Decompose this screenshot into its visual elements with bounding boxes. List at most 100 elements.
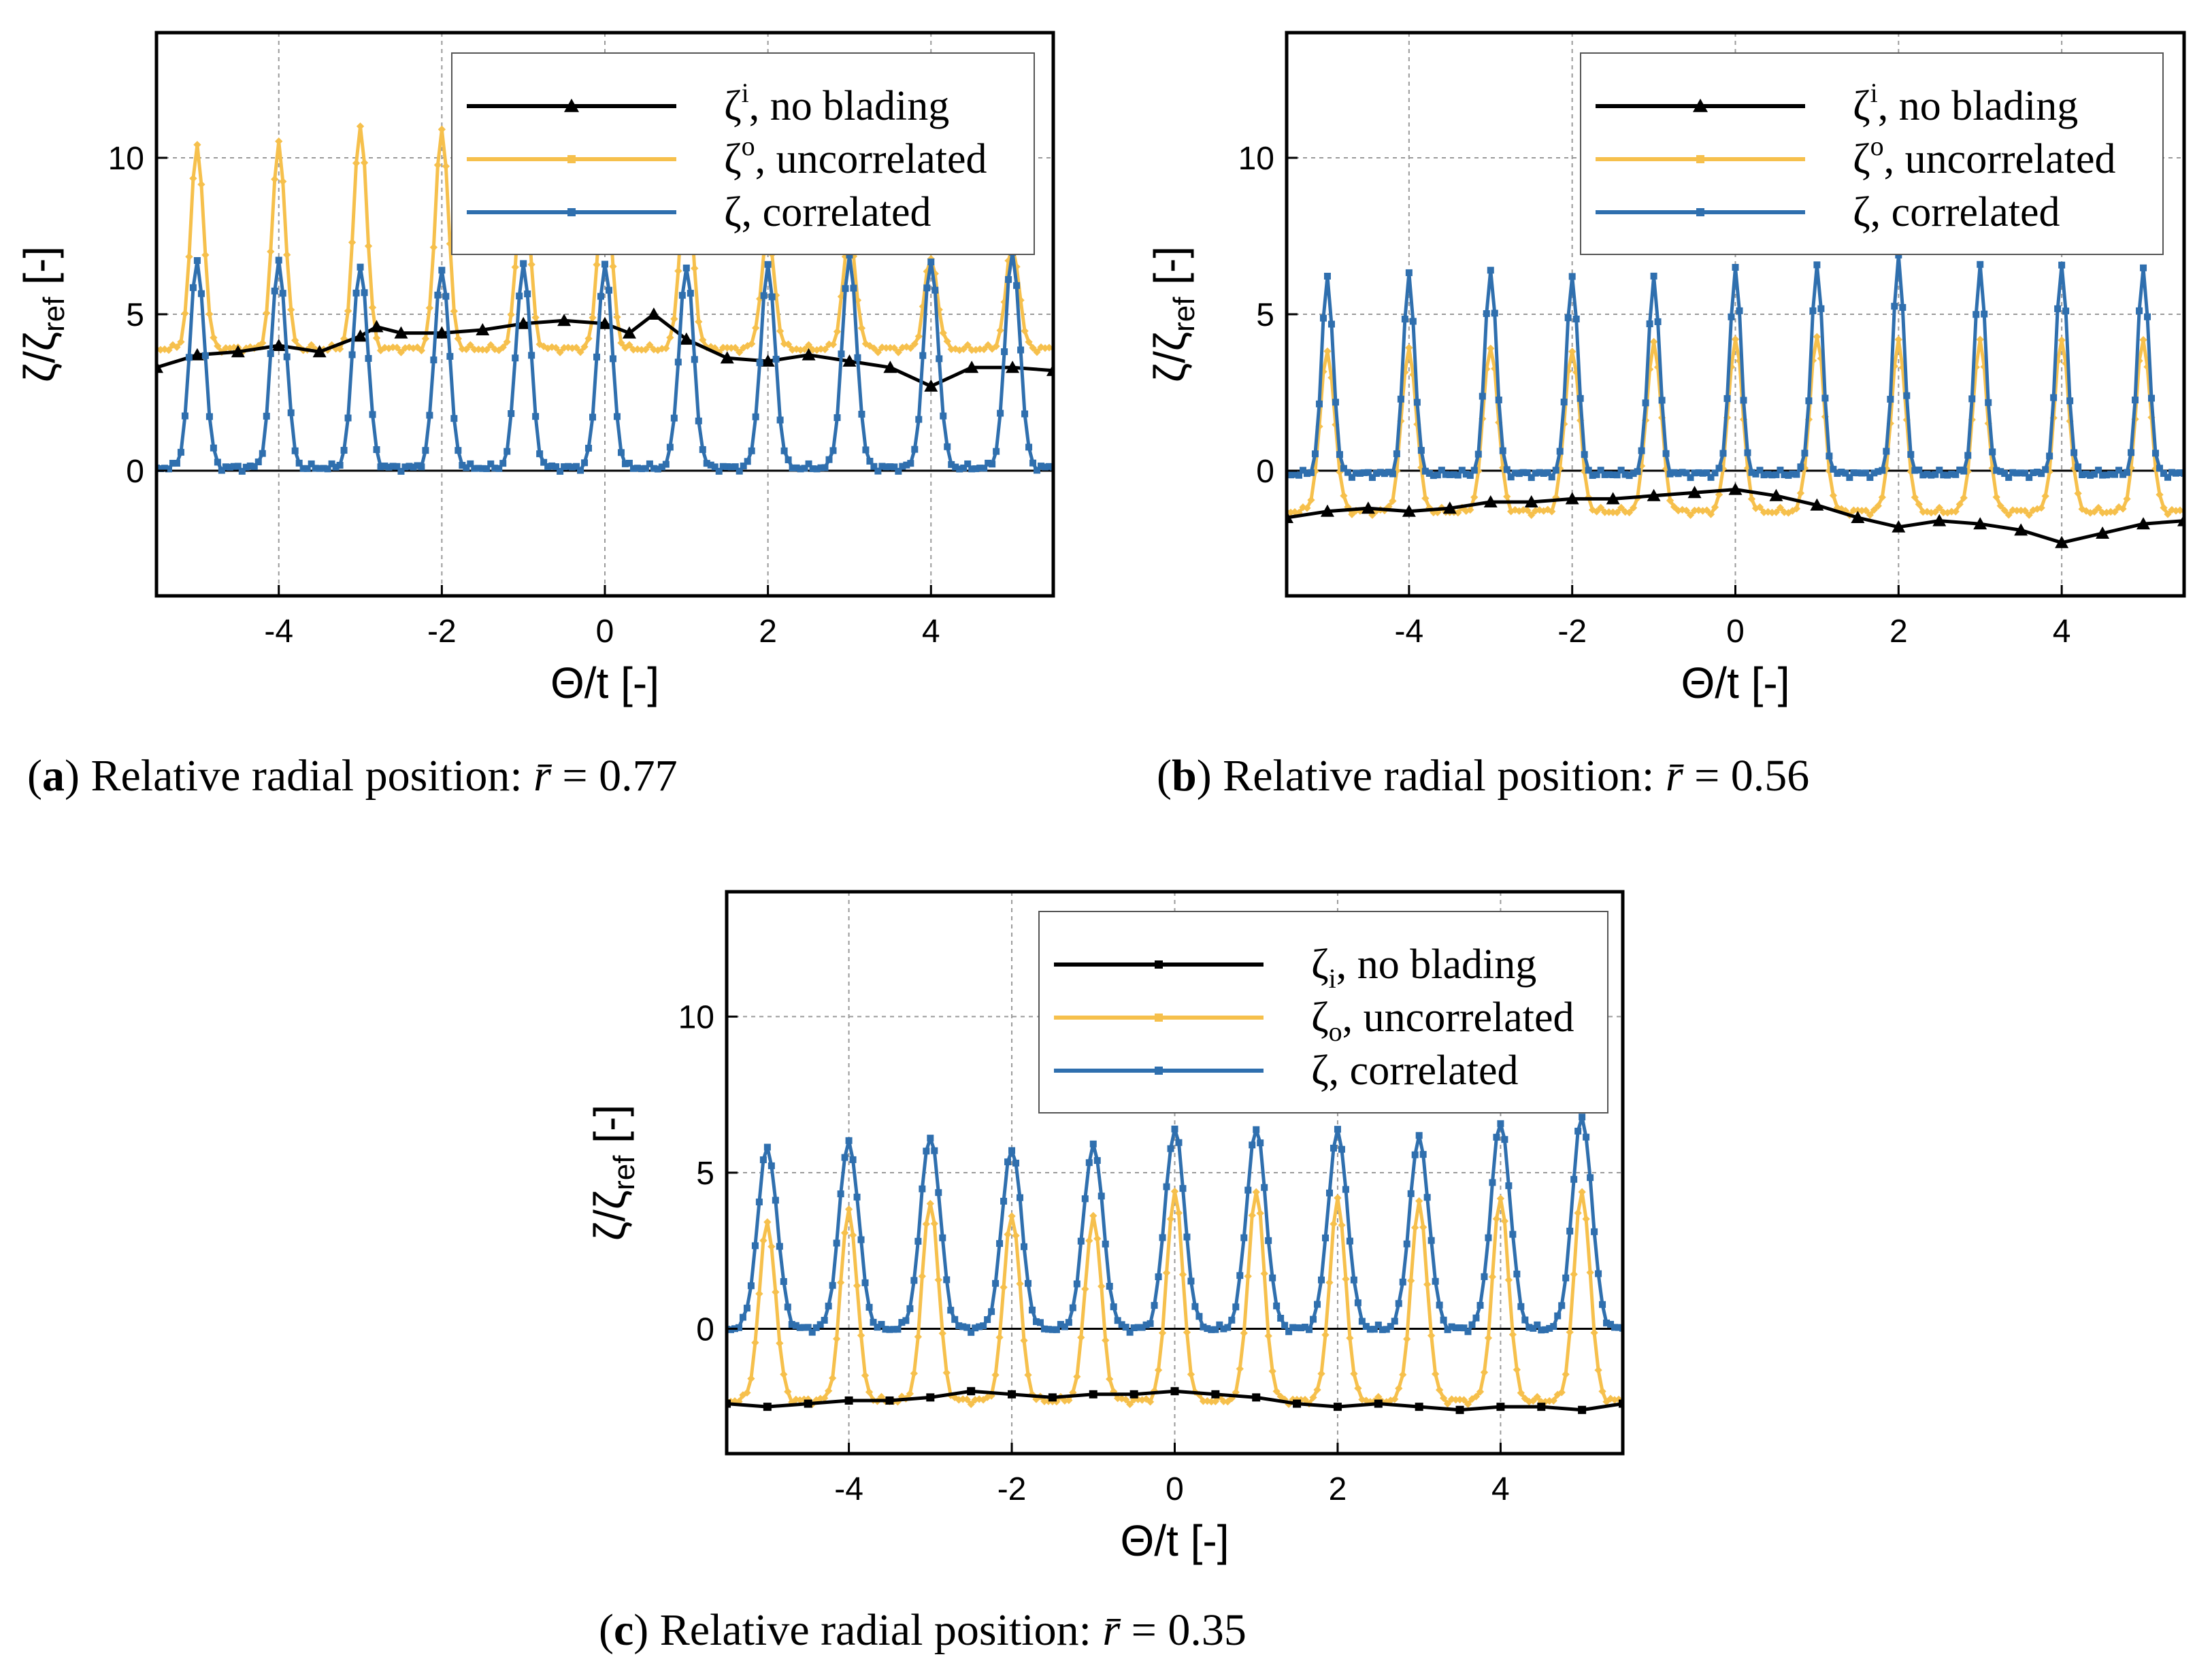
no-blading-point xyxy=(1973,517,1987,530)
legend-label-no_blading: ζi, no blading xyxy=(1853,78,2078,129)
correlated-point xyxy=(275,256,282,264)
uncorrelated-point xyxy=(930,1220,938,1228)
correlated-point xyxy=(1314,1301,1321,1308)
correlated-point xyxy=(707,461,714,469)
uncorrelated-point xyxy=(1405,344,1413,352)
correlated-point xyxy=(581,459,589,467)
correlated-point xyxy=(1711,469,1719,477)
uncorrelated-point xyxy=(1260,1269,1268,1277)
correlated-point xyxy=(2107,471,2115,478)
uncorrelated-point xyxy=(759,1237,767,1245)
uncorrelated-point xyxy=(662,344,670,352)
uncorrelated-point xyxy=(2156,490,2164,499)
correlated-point xyxy=(1481,1273,1488,1280)
correlated-point xyxy=(691,356,698,363)
correlated-point xyxy=(1204,1325,1211,1333)
correlated-point xyxy=(552,463,560,471)
uncorrelated-point xyxy=(674,267,682,275)
uncorrelated-point xyxy=(939,329,947,337)
correlated-point xyxy=(2156,465,2164,472)
correlated-point xyxy=(1253,1126,1260,1133)
correlated-point xyxy=(1338,1145,1345,1153)
correlated-point xyxy=(1915,466,1923,473)
correlated-point xyxy=(682,264,690,271)
correlated-point xyxy=(767,1162,775,1169)
correlated-point xyxy=(1417,447,1425,454)
correlated-point xyxy=(344,414,352,422)
correlated-point xyxy=(2058,261,2066,269)
correlated-point xyxy=(797,465,804,473)
correlated-point xyxy=(1134,1324,1142,1331)
uncorrelated-point xyxy=(442,162,450,171)
correlated-point xyxy=(2030,469,2037,476)
correlated-point xyxy=(997,409,1004,417)
correlated-point xyxy=(711,463,719,471)
uncorrelated-point xyxy=(1016,1279,1024,1288)
correlated-point xyxy=(2062,307,2070,315)
uncorrelated-point xyxy=(511,263,519,271)
uncorrelated-point xyxy=(918,1272,927,1280)
uncorrelated-point xyxy=(1617,503,1625,512)
no-blading-point xyxy=(2136,517,2151,530)
x-tick-label: 2 xyxy=(1889,614,1908,650)
correlated-point xyxy=(1460,1324,1468,1332)
uncorrelated-point xyxy=(1776,503,1785,512)
correlated-point xyxy=(756,359,763,367)
correlated-point xyxy=(736,467,743,475)
chart-panel-a: -4 -2 0 2 4 0 5 10 Θ/t [-] ζ/ζref [-] ζi, no bladi… xyxy=(15,31,1055,707)
correlated-point xyxy=(561,463,568,471)
correlated-point xyxy=(1385,469,1392,476)
uncorrelated-point xyxy=(552,344,560,352)
correlated-point xyxy=(189,284,197,291)
correlated-point xyxy=(1212,1326,1219,1333)
correlated-point xyxy=(1325,1189,1333,1196)
uncorrelated-point xyxy=(1566,1328,1574,1337)
correlated-point xyxy=(1605,471,1613,478)
uncorrelated-point xyxy=(1008,1212,1016,1220)
uncorrelated-point xyxy=(348,238,357,246)
uncorrelated-point xyxy=(1931,508,1939,516)
tick-labels: -4 -2 0 2 4 0 5 10 xyxy=(678,1000,1510,1507)
uncorrelated-point xyxy=(1608,508,1617,516)
correlated-point xyxy=(1499,447,1506,454)
correlated-point xyxy=(177,448,184,456)
correlated-point xyxy=(422,447,429,454)
uncorrelated-point xyxy=(425,304,434,312)
correlated-point xyxy=(1318,1276,1325,1284)
uncorrelated-point xyxy=(259,339,267,347)
correlated-point xyxy=(1583,1133,1590,1141)
uncorrelated-point xyxy=(836,1278,845,1287)
correlated-point xyxy=(948,461,955,468)
correlated-point xyxy=(976,1323,983,1330)
correlated-point xyxy=(968,1328,975,1336)
correlated-point xyxy=(1521,1316,1529,1324)
correlated-point xyxy=(1591,1228,1598,1235)
correlated-point xyxy=(988,1308,995,1316)
no-blading-point xyxy=(1333,1403,1342,1411)
correlated-point xyxy=(911,446,919,453)
uncorrelated-point xyxy=(1264,1332,1272,1340)
uncorrelated-point xyxy=(976,345,984,353)
uncorrelated-point xyxy=(1484,1334,1493,1342)
uncorrelated-point xyxy=(1548,507,1556,516)
correlated-point xyxy=(1413,399,1421,406)
correlated-point xyxy=(1977,261,1984,268)
uncorrelated-point xyxy=(1866,511,1875,519)
correlated-point xyxy=(1311,450,1319,458)
correlated-point xyxy=(1617,467,1625,474)
uncorrelated-point xyxy=(1829,491,1838,500)
uncorrelated-point xyxy=(1492,1215,1501,1223)
legend-label-correlated: ζ, correlated xyxy=(724,189,931,235)
tick-labels: -4 -2 0 2 4 0 5 10 xyxy=(108,141,940,650)
uncorrelated-point xyxy=(625,341,633,349)
correlated-point xyxy=(267,350,274,357)
correlated-point xyxy=(1609,471,1617,478)
uncorrelated-point xyxy=(833,327,842,336)
correlated-point xyxy=(577,467,584,474)
y-tick-label: 10 xyxy=(108,141,144,177)
uncorrelated-point xyxy=(1125,1400,1134,1409)
correlated-point xyxy=(1001,348,1008,356)
correlated-point xyxy=(316,465,323,472)
